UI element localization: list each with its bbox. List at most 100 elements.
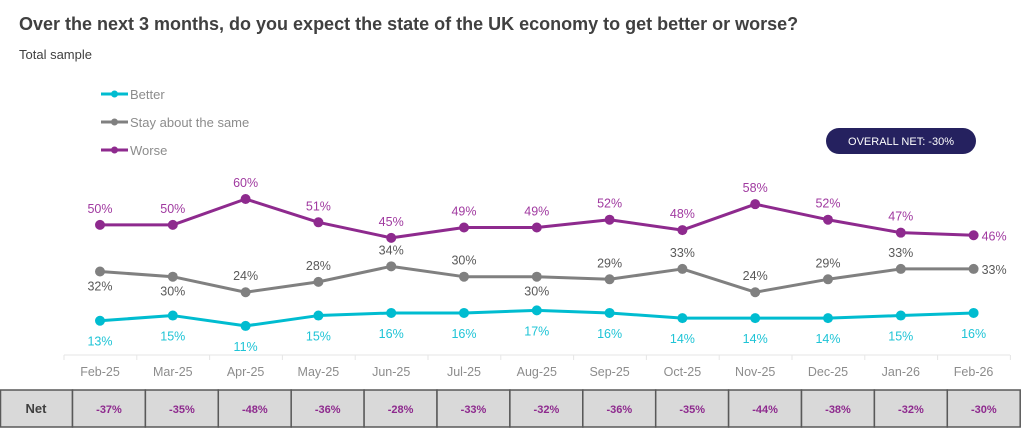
data-point-worse xyxy=(531,222,542,233)
data-label-same: 32% xyxy=(87,280,112,294)
data-point-worse xyxy=(167,219,178,230)
legend-marker-worse xyxy=(111,146,118,154)
legend-item-better: Better xyxy=(101,87,165,102)
data-label-better: 16% xyxy=(961,327,986,341)
chart-title: Over the next 3 months, do you expect th… xyxy=(19,14,798,34)
data-label-better: 15% xyxy=(306,330,331,344)
x-tick-label: Aug-25 xyxy=(517,365,557,379)
data-label-worse: 47% xyxy=(888,210,913,224)
net-value: -37% xyxy=(96,404,122,416)
data-label-worse: 50% xyxy=(87,202,112,216)
data-point-worse xyxy=(968,230,979,241)
data-label-worse: 58% xyxy=(743,181,768,195)
data-label-worse: 46% xyxy=(982,229,1007,243)
legend-item-worse: Worse xyxy=(101,143,167,158)
x-tick-label: Sep-25 xyxy=(589,365,629,379)
data-label-better: 13% xyxy=(87,335,112,349)
data-point-same xyxy=(386,261,397,272)
data-label-better: 14% xyxy=(743,332,768,346)
data-label-better: 11% xyxy=(234,340,258,354)
data-point-same xyxy=(750,287,761,298)
net-value: -33% xyxy=(461,404,487,416)
net-value: -36% xyxy=(606,404,632,416)
badge-text: OVERALL NET: -30% xyxy=(848,136,954,148)
data-label-worse: 52% xyxy=(815,197,840,211)
net-cell xyxy=(509,389,584,428)
data-label-same: 30% xyxy=(524,285,549,299)
data-label-better: 16% xyxy=(379,327,404,341)
net-value: -35% xyxy=(169,404,195,416)
data-label-better: 15% xyxy=(888,330,913,344)
net-value: -44% xyxy=(752,404,778,416)
data-label-worse: 49% xyxy=(524,204,549,218)
net-cell xyxy=(654,389,730,428)
data-label-better: 16% xyxy=(597,327,622,341)
series-same: 32% 30% 24% 28% 34% 30% 30% 29% 33% 24% 29% 33% 33% xyxy=(87,243,1006,298)
data-point-better xyxy=(823,313,833,324)
legend-label-better: Better xyxy=(130,87,165,102)
data-point-better xyxy=(604,307,615,318)
net-cell xyxy=(800,389,876,428)
x-tick-label: Mar-25 xyxy=(153,365,193,379)
net-header-label: Net xyxy=(26,401,48,416)
data-point-same xyxy=(895,263,906,274)
data-point-better xyxy=(750,313,761,324)
data-label-same: 29% xyxy=(815,256,840,270)
x-tick-label: Nov-25 xyxy=(735,365,775,379)
net-value: -48% xyxy=(242,404,268,416)
legend-item-same: Stay about the same xyxy=(101,115,249,130)
data-point-better xyxy=(895,310,906,321)
data-point-worse xyxy=(823,214,833,225)
data-label-same: 24% xyxy=(233,269,258,283)
legend-label-same: Stay about the same xyxy=(130,115,249,130)
net-value: -30% xyxy=(971,404,997,416)
data-point-same xyxy=(313,276,324,287)
x-tick-label: Feb-25 xyxy=(80,365,120,379)
data-label-same: 24% xyxy=(743,269,768,283)
series-layer: 13% 15% 11% 15% 16% 16% 17% 16% 14% 14% 14% 15% 16% 3… xyxy=(87,176,1006,354)
data-point-worse xyxy=(95,219,105,230)
data-label-better: 17% xyxy=(524,324,549,338)
net-cell xyxy=(217,389,292,428)
legend-marker-better xyxy=(111,90,118,98)
net-cell xyxy=(946,389,1021,428)
data-point-better xyxy=(386,307,397,318)
overall-net-badge: OVERALL NET: -30% xyxy=(826,128,976,154)
data-label-worse: 60% xyxy=(233,176,258,190)
series-worse: 50% 50% 60% 51% 45% 49% 49% 52% 48% 58% 52% 47% 46% xyxy=(87,176,1006,243)
x-tick-label: May-25 xyxy=(298,365,340,379)
net-cell xyxy=(727,389,803,428)
net-cell xyxy=(363,389,438,428)
data-point-same xyxy=(677,263,688,274)
data-point-same xyxy=(823,274,833,285)
data-point-same xyxy=(604,274,615,285)
x-tick-label: Jun-25 xyxy=(372,365,410,379)
data-label-same: 30% xyxy=(160,285,185,299)
data-point-better xyxy=(167,310,178,321)
data-label-worse: 45% xyxy=(379,215,404,229)
data-point-better xyxy=(95,315,105,326)
data-point-same xyxy=(167,271,178,282)
data-label-better: 14% xyxy=(815,332,840,346)
data-point-worse xyxy=(750,199,761,210)
data-point-worse xyxy=(895,227,906,238)
data-point-worse xyxy=(459,222,469,233)
data-label-better: 14% xyxy=(670,332,695,346)
series-better: 13% 15% 11% 15% 16% 16% 17% 16% 14% 14% 14% 15% 16% xyxy=(87,305,986,354)
net-value: -28% xyxy=(388,404,414,416)
x-tick-label: Oct-25 xyxy=(664,365,702,379)
net-cell xyxy=(582,389,657,428)
data-label-same: 33% xyxy=(670,246,695,260)
data-label-same: 34% xyxy=(379,243,404,257)
data-point-better xyxy=(240,320,251,331)
x-tick-label: Apr-25 xyxy=(227,365,265,379)
data-label-worse: 52% xyxy=(597,197,622,211)
data-label-same: 29% xyxy=(597,256,622,270)
data-point-same xyxy=(240,287,251,298)
data-point-better xyxy=(459,307,469,318)
x-tick-label: Feb-26 xyxy=(954,365,994,379)
data-label-better: 15% xyxy=(160,330,185,344)
data-label-worse: 49% xyxy=(451,204,476,218)
data-point-better xyxy=(968,307,979,318)
